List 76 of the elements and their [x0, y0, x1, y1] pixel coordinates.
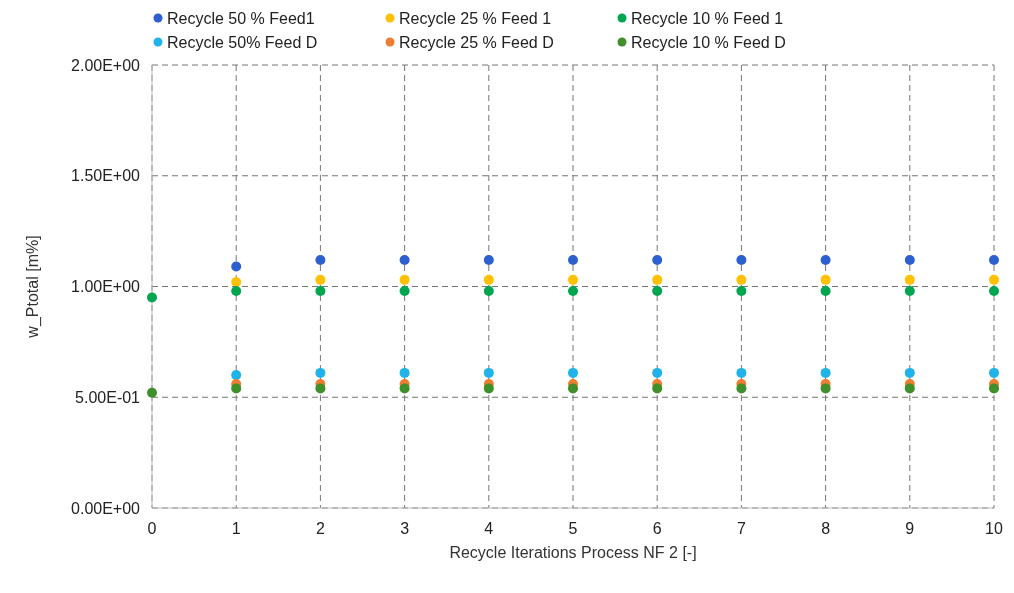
- legend-label: Recycle 10 % Feed 1: [631, 9, 784, 27]
- x-tick-label: 10: [985, 520, 1003, 537]
- point: [652, 383, 663, 394]
- x-tick-label: 5: [568, 520, 578, 537]
- point: [652, 285, 663, 296]
- x-tick-label: 6: [652, 520, 662, 537]
- point: [315, 254, 326, 265]
- point: [904, 274, 915, 285]
- point: [231, 285, 242, 296]
- point: [904, 367, 915, 378]
- point: [399, 285, 410, 296]
- point: [652, 274, 663, 285]
- point: [820, 274, 831, 285]
- point: [568, 383, 578, 394]
- point: [989, 285, 999, 296]
- point: [568, 285, 578, 296]
- y-tick-label: 1.50E+00: [71, 167, 141, 185]
- x-tick-label: 9: [905, 520, 915, 537]
- point: [652, 367, 663, 378]
- point: [904, 285, 915, 296]
- legend-label: Recycle 25 % Feed 1: [399, 9, 552, 27]
- point: [568, 254, 578, 265]
- point: [652, 254, 663, 265]
- x-tick-label: 1: [231, 520, 241, 537]
- point: [736, 254, 747, 265]
- point: [904, 254, 915, 265]
- point: [820, 383, 831, 394]
- point: [989, 254, 999, 265]
- point: [231, 261, 242, 272]
- point: [736, 383, 747, 394]
- point: [399, 367, 410, 378]
- point: [736, 274, 747, 285]
- point: [736, 285, 747, 296]
- y-tick-label: 2.00E+00: [71, 56, 141, 74]
- point: [147, 292, 157, 303]
- point: [904, 383, 915, 394]
- point: [231, 370, 242, 381]
- point: [483, 285, 494, 296]
- point: [820, 367, 831, 378]
- point: [989, 274, 999, 285]
- point: [989, 367, 999, 378]
- point: [315, 274, 326, 285]
- point: [231, 383, 242, 394]
- x-tick-label: 3: [400, 520, 410, 537]
- point: [568, 367, 578, 378]
- legend-label: Recycle 10 % Feed D: [631, 33, 786, 51]
- point: [315, 367, 326, 378]
- point: [483, 383, 494, 394]
- point: [736, 367, 747, 378]
- x-tick-label: 4: [484, 520, 494, 537]
- point: [483, 254, 494, 265]
- point: [483, 367, 494, 378]
- legend-label: Recycle 50% Feed D: [167, 33, 318, 51]
- point: [399, 254, 410, 265]
- point: [399, 274, 410, 285]
- point: [399, 383, 410, 394]
- point: [315, 285, 326, 296]
- x-tick-label: 8: [821, 520, 831, 537]
- legend-label: Recycle 25 % Feed D: [399, 33, 554, 51]
- point: [483, 274, 494, 285]
- point: [231, 277, 242, 288]
- x-tick-label: 7: [736, 520, 746, 537]
- y-axis-title: w_Ptotal [m%]: [24, 235, 42, 339]
- x-tick-label: 0: [147, 520, 157, 537]
- point: [820, 254, 831, 265]
- y-tick-label: 1.00E+00: [71, 278, 141, 296]
- point: [315, 383, 326, 394]
- point: [989, 383, 999, 394]
- legend-label: Recycle 50 % Feed1: [167, 9, 315, 27]
- point: [147, 387, 157, 398]
- x-tick-label: 2: [315, 520, 325, 537]
- y-tick-label: 5.00E-01: [75, 388, 141, 406]
- point: [820, 285, 831, 296]
- point: [568, 274, 578, 285]
- y-tick-label: 0.00E+00: [71, 499, 141, 517]
- x-axis-title: Recycle Iterations Process NF 2 [-]: [449, 544, 697, 561]
